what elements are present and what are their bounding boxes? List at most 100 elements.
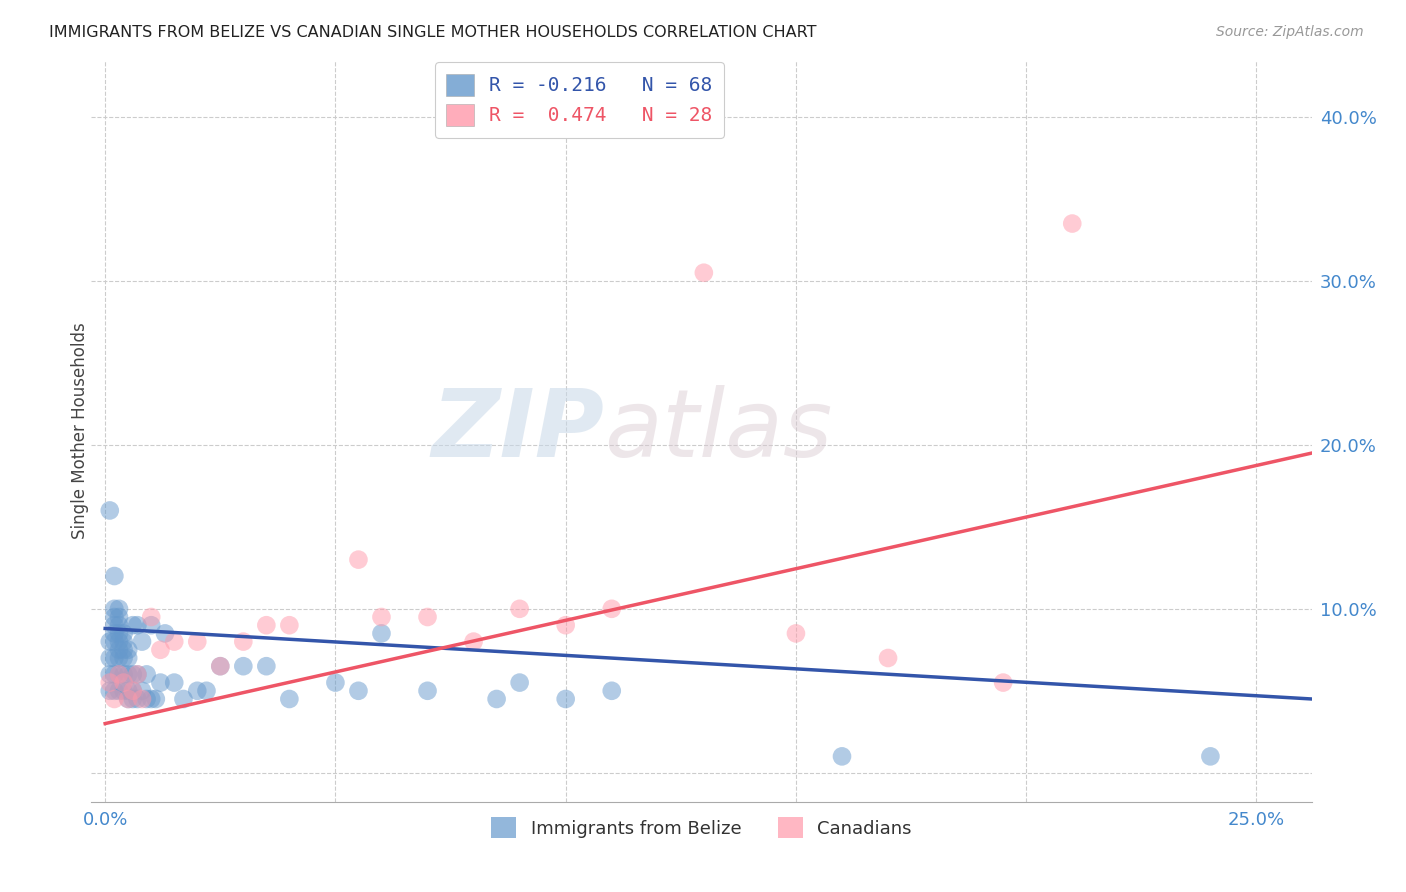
Point	[108, 634, 131, 648]
Point	[149, 675, 172, 690]
Point	[131, 692, 153, 706]
Point	[416, 610, 439, 624]
Point	[117, 651, 139, 665]
Point	[325, 675, 347, 690]
Point	[186, 634, 208, 648]
Point	[153, 626, 176, 640]
Point	[554, 692, 576, 706]
Point	[278, 692, 301, 706]
Point	[117, 642, 139, 657]
Point	[117, 683, 139, 698]
Point	[108, 626, 131, 640]
Point	[135, 692, 157, 706]
Point	[108, 610, 131, 624]
Point	[108, 602, 131, 616]
Point	[195, 683, 218, 698]
Point	[103, 602, 125, 616]
Point	[108, 667, 131, 681]
Point	[121, 683, 143, 698]
Point	[693, 266, 716, 280]
Point	[1062, 217, 1084, 231]
Point	[554, 618, 576, 632]
Point	[141, 610, 163, 624]
Point	[127, 692, 149, 706]
Point	[209, 659, 232, 673]
Point	[163, 675, 186, 690]
Point	[1199, 749, 1222, 764]
Point	[121, 692, 143, 706]
Point	[127, 667, 149, 681]
Point	[993, 675, 1015, 690]
Point	[112, 675, 135, 690]
Point	[98, 667, 121, 681]
Point	[103, 626, 125, 640]
Point	[108, 618, 131, 632]
Point	[877, 651, 900, 665]
Point	[509, 675, 531, 690]
Point	[103, 692, 125, 706]
Text: IMMIGRANTS FROM BELIZE VS CANADIAN SINGLE MOTHER HOUSEHOLDS CORRELATION CHART: IMMIGRANTS FROM BELIZE VS CANADIAN SINGL…	[49, 25, 817, 40]
Point	[278, 618, 301, 632]
Point	[117, 692, 139, 706]
Point	[600, 683, 623, 698]
Point	[121, 683, 143, 698]
Point	[103, 683, 125, 698]
Point	[103, 569, 125, 583]
Text: atlas: atlas	[605, 385, 832, 476]
Point	[149, 642, 172, 657]
Point	[112, 626, 135, 640]
Point	[509, 602, 531, 616]
Point	[145, 692, 167, 706]
Legend: Immigrants from Belize, Canadians: Immigrants from Belize, Canadians	[484, 810, 920, 846]
Point	[232, 659, 254, 673]
Point	[103, 618, 125, 632]
Point	[108, 667, 131, 681]
Point	[463, 634, 485, 648]
Point	[112, 667, 135, 681]
Point	[103, 610, 125, 624]
Point	[121, 667, 143, 681]
Point	[108, 642, 131, 657]
Point	[370, 610, 392, 624]
Point	[831, 749, 853, 764]
Point	[117, 692, 139, 706]
Point	[485, 692, 508, 706]
Point	[98, 675, 121, 690]
Point	[103, 667, 125, 681]
Text: Source: ZipAtlas.com: Source: ZipAtlas.com	[1216, 25, 1364, 39]
Point	[112, 634, 135, 648]
Point	[186, 683, 208, 698]
Text: ZIP: ZIP	[432, 385, 605, 477]
Y-axis label: Single Mother Households: Single Mother Households	[72, 323, 89, 540]
Point	[127, 667, 149, 681]
Point	[163, 634, 186, 648]
Point	[347, 683, 370, 698]
Point	[254, 659, 277, 673]
Point	[103, 651, 125, 665]
Point	[108, 651, 131, 665]
Point	[117, 667, 139, 681]
Point	[98, 503, 121, 517]
Point	[112, 642, 135, 657]
Point	[112, 651, 135, 665]
Point	[209, 659, 232, 673]
Point	[112, 683, 135, 698]
Point	[600, 602, 623, 616]
Point	[121, 618, 143, 632]
Point	[785, 626, 807, 640]
Point	[108, 683, 131, 698]
Point	[98, 683, 121, 698]
Point	[172, 692, 194, 706]
Point	[254, 618, 277, 632]
Point	[370, 626, 392, 640]
Point	[131, 634, 153, 648]
Point	[416, 683, 439, 698]
Point	[141, 692, 163, 706]
Point	[135, 667, 157, 681]
Point	[103, 634, 125, 648]
Point	[131, 683, 153, 698]
Point	[141, 618, 163, 632]
Point	[232, 634, 254, 648]
Point	[98, 634, 121, 648]
Point	[127, 618, 149, 632]
